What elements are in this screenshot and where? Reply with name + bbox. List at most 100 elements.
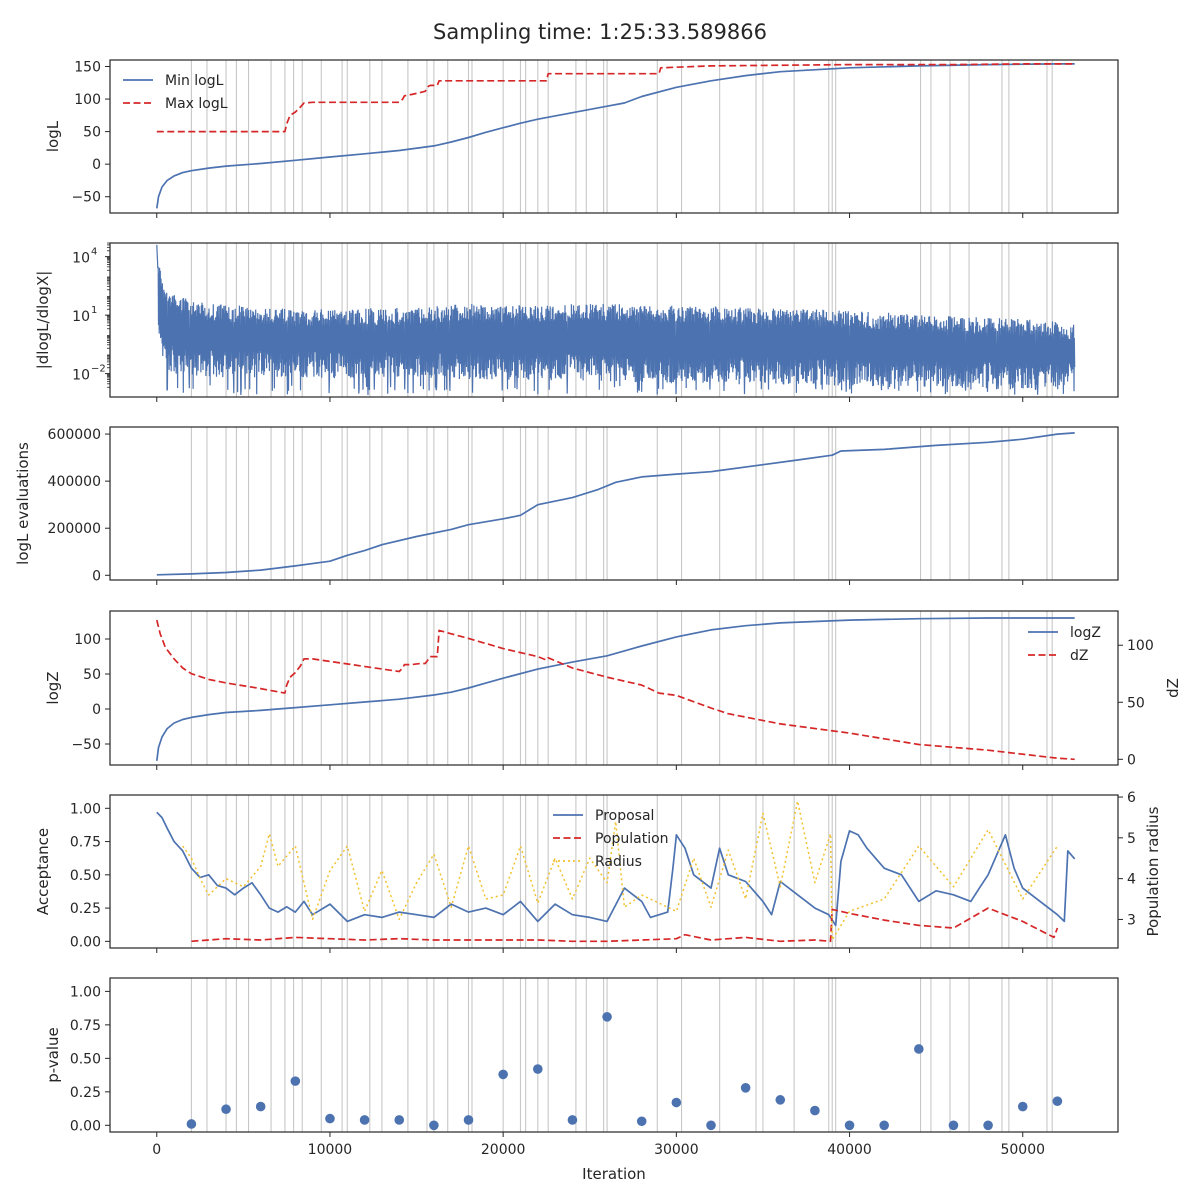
acceptance-panel: 0.00 0.25 0.50 0.75 1.00 3 4 5 6 Acceptance Popula… <box>34 790 1162 953</box>
series-line <box>156 432 1075 576</box>
y-tick-label: 10 <box>72 309 90 325</box>
series-line <box>156 811 1076 927</box>
x-tick-label: 0 <box>152 1142 161 1158</box>
y-tick-label: 200000 <box>48 521 101 537</box>
y-tick-label: 0.50 <box>70 1051 101 1067</box>
y-tick-exponent: 1 <box>91 305 97 316</box>
pvalue-point <box>602 1012 612 1022</box>
pvalue-frame <box>109 977 1119 1133</box>
y-tick-label: 150 <box>74 60 101 76</box>
x-axis-label: Iteration <box>582 1165 646 1183</box>
pvalue-point <box>186 1119 197 1129</box>
y-tick-label: 0.00 <box>70 934 101 950</box>
y-tick-exponent: 4 <box>91 247 97 258</box>
pvalue-point <box>810 1105 820 1116</box>
pvalue-point <box>1017 1101 1028 1112</box>
evidence-ylabel: logZ <box>44 671 62 704</box>
y-tick-label: 10 <box>72 251 90 267</box>
x-tick-label: 40000 <box>827 1142 872 1158</box>
y-tick-label: 600000 <box>48 427 101 443</box>
evals-ylabel: logL evaluations <box>14 442 32 565</box>
y-tick-label-right: 50 <box>1127 695 1145 711</box>
pvalue-point <box>532 1064 543 1074</box>
acceptance-ylabel-right: Population radius <box>1144 806 1162 936</box>
y-tick-label: 0.00 <box>70 1118 101 1134</box>
loglike-restart-lines <box>190 60 1053 213</box>
gradient-trace <box>156 244 1076 396</box>
loglike-frame <box>109 59 1119 214</box>
legend: Proposal Population Radius <box>553 808 669 870</box>
y-tick-label: 100 <box>74 632 101 648</box>
x-tick-label: 50000 <box>1000 1142 1045 1158</box>
y-tick-label: 50 <box>83 667 101 683</box>
pvalue-point <box>948 1120 959 1131</box>
legend: logZ dZ <box>1028 625 1101 664</box>
loglike-ylabel: logL <box>44 120 62 152</box>
y-tick-label: 0.25 <box>70 901 101 917</box>
pvalue-ylabel: p-value <box>44 1027 62 1083</box>
pvalue-point <box>290 1076 301 1086</box>
acceptance-ylabel: Acceptance <box>34 828 52 915</box>
legend-label: dZ <box>1070 648 1088 664</box>
pvalue-point <box>636 1116 647 1127</box>
y-tick-label: 0 <box>92 702 101 718</box>
y-tick-label: 1.00 <box>70 801 101 817</box>
figure-title: Sampling time: 1:25:33.589866 <box>433 20 767 44</box>
evals-background <box>110 427 1118 580</box>
pvalue-point <box>844 1120 855 1131</box>
y-tick-label: 10 <box>72 368 90 384</box>
pvalue-point <box>463 1115 474 1125</box>
pvalue-point <box>359 1115 370 1125</box>
pvalue-point <box>255 1101 266 1112</box>
y-tick-exponent: −2 <box>91 364 106 375</box>
evidence-panel: −50 0 50 100 0 50 100 logZ dZ logZ dZ <box>44 610 1182 770</box>
y-tick-label: 1.00 <box>70 984 101 1000</box>
evidence-ylabel-right: dZ <box>1164 678 1182 698</box>
evals-panel: 0 200000 400000 600000 logL evaluations <box>14 426 1119 585</box>
legend: Min logL Max logL <box>123 73 228 112</box>
y-tick-label-right: 0 <box>1127 752 1136 768</box>
y-tick-label: −50 <box>71 737 101 753</box>
evidence-frame <box>109 610 1119 766</box>
legend-label: Proposal <box>595 808 654 824</box>
y-tick-label-right: 6 <box>1127 790 1136 806</box>
pvalue-point <box>706 1120 716 1131</box>
pvalue-point <box>394 1115 405 1125</box>
y-tick-label: 0.75 <box>70 835 101 851</box>
pvalue-point <box>671 1097 682 1108</box>
loglike-background <box>110 60 1118 213</box>
x-tick-label: 20000 <box>481 1142 526 1158</box>
y-tick-label: 100 <box>74 92 101 108</box>
legend-label: logZ <box>1070 625 1101 641</box>
evidence-restart-lines <box>190 611 1053 765</box>
y-tick-label: 0.50 <box>70 868 101 884</box>
y-tick-label: 0.75 <box>70 1018 101 1034</box>
pvalue-point <box>325 1113 335 1124</box>
legend-label: Min logL <box>165 73 224 89</box>
y-tick-label: 400000 <box>48 474 101 490</box>
y-tick-label-right: 4 <box>1127 872 1136 888</box>
pvalue-restart-lines <box>190 978 1053 1132</box>
pvalue-point <box>567 1115 578 1125</box>
evals-frame <box>109 426 1119 581</box>
pvalue-panel: 0.00 0.25 0.50 0.75 1.00 0 10000 20000 30000 4000… <box>44 977 1119 1183</box>
gradient-frame <box>109 242 1119 398</box>
pvalue-point <box>879 1120 889 1131</box>
y-tick-label-right: 5 <box>1127 831 1136 847</box>
y-tick-label: 0 <box>92 568 101 584</box>
pvalue-point <box>429 1120 439 1131</box>
pvalue-point <box>983 1120 993 1131</box>
legend-label: Max logL <box>165 96 228 112</box>
y-tick-label: 0 <box>92 157 101 173</box>
y-tick-label: 50 <box>83 125 101 141</box>
x-tick-label: 30000 <box>654 1142 699 1158</box>
gradient-ylabel: |dlogL/dlogX| <box>34 271 52 370</box>
y-tick-label-right: 3 <box>1127 912 1136 928</box>
series-line <box>191 907 1059 943</box>
series-line <box>155 617 1075 761</box>
gradient-panel: 10 −210 110 4|dlogL/dlogX| <box>34 242 1119 402</box>
loglike-panel: −50 0 50 100 150 logL Min logL Max logL <box>44 59 1119 218</box>
legend-label: Radius <box>595 854 642 870</box>
